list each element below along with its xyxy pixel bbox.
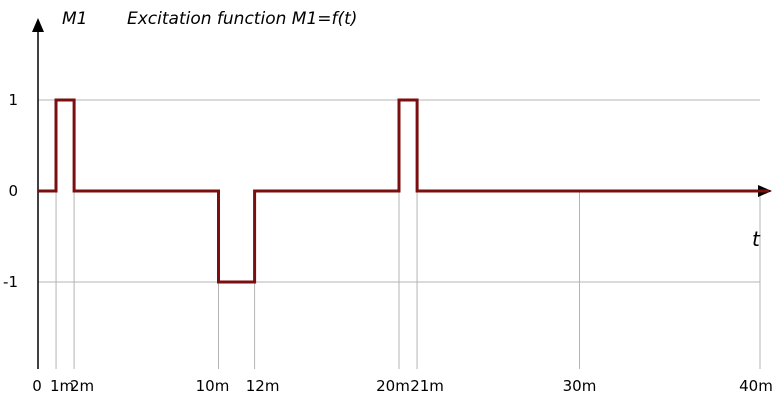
x-tick-label: 21m xyxy=(410,377,444,395)
x-tick-label: 40m xyxy=(739,377,772,395)
x-tick-label: 30m xyxy=(563,377,597,395)
y-tick-label: 1 xyxy=(8,91,18,109)
x-tick-label: 1m xyxy=(50,377,74,395)
x-tick-label: 12m xyxy=(246,377,280,395)
x-axis-title: t xyxy=(752,227,761,251)
x-tick-label: 20m xyxy=(376,377,410,395)
y-axis-title: M1 xyxy=(62,9,87,29)
series-layer xyxy=(38,98,769,284)
y-axis-arrow xyxy=(32,18,44,32)
x-tick-label: 0 xyxy=(32,377,42,395)
chart-title: Excitation function M1=f(t) xyxy=(127,9,357,29)
labels: M1 Excitation function M1=f(t) t 1 0 -1 0 1m… xyxy=(3,9,772,395)
signal-series-line xyxy=(38,98,769,284)
y-tick-label: 0 xyxy=(8,182,18,200)
x-tick-label: 2m xyxy=(70,377,94,395)
x-tick-label: 10m xyxy=(196,377,230,395)
axes xyxy=(32,18,772,369)
y-tick-label: -1 xyxy=(3,273,18,291)
